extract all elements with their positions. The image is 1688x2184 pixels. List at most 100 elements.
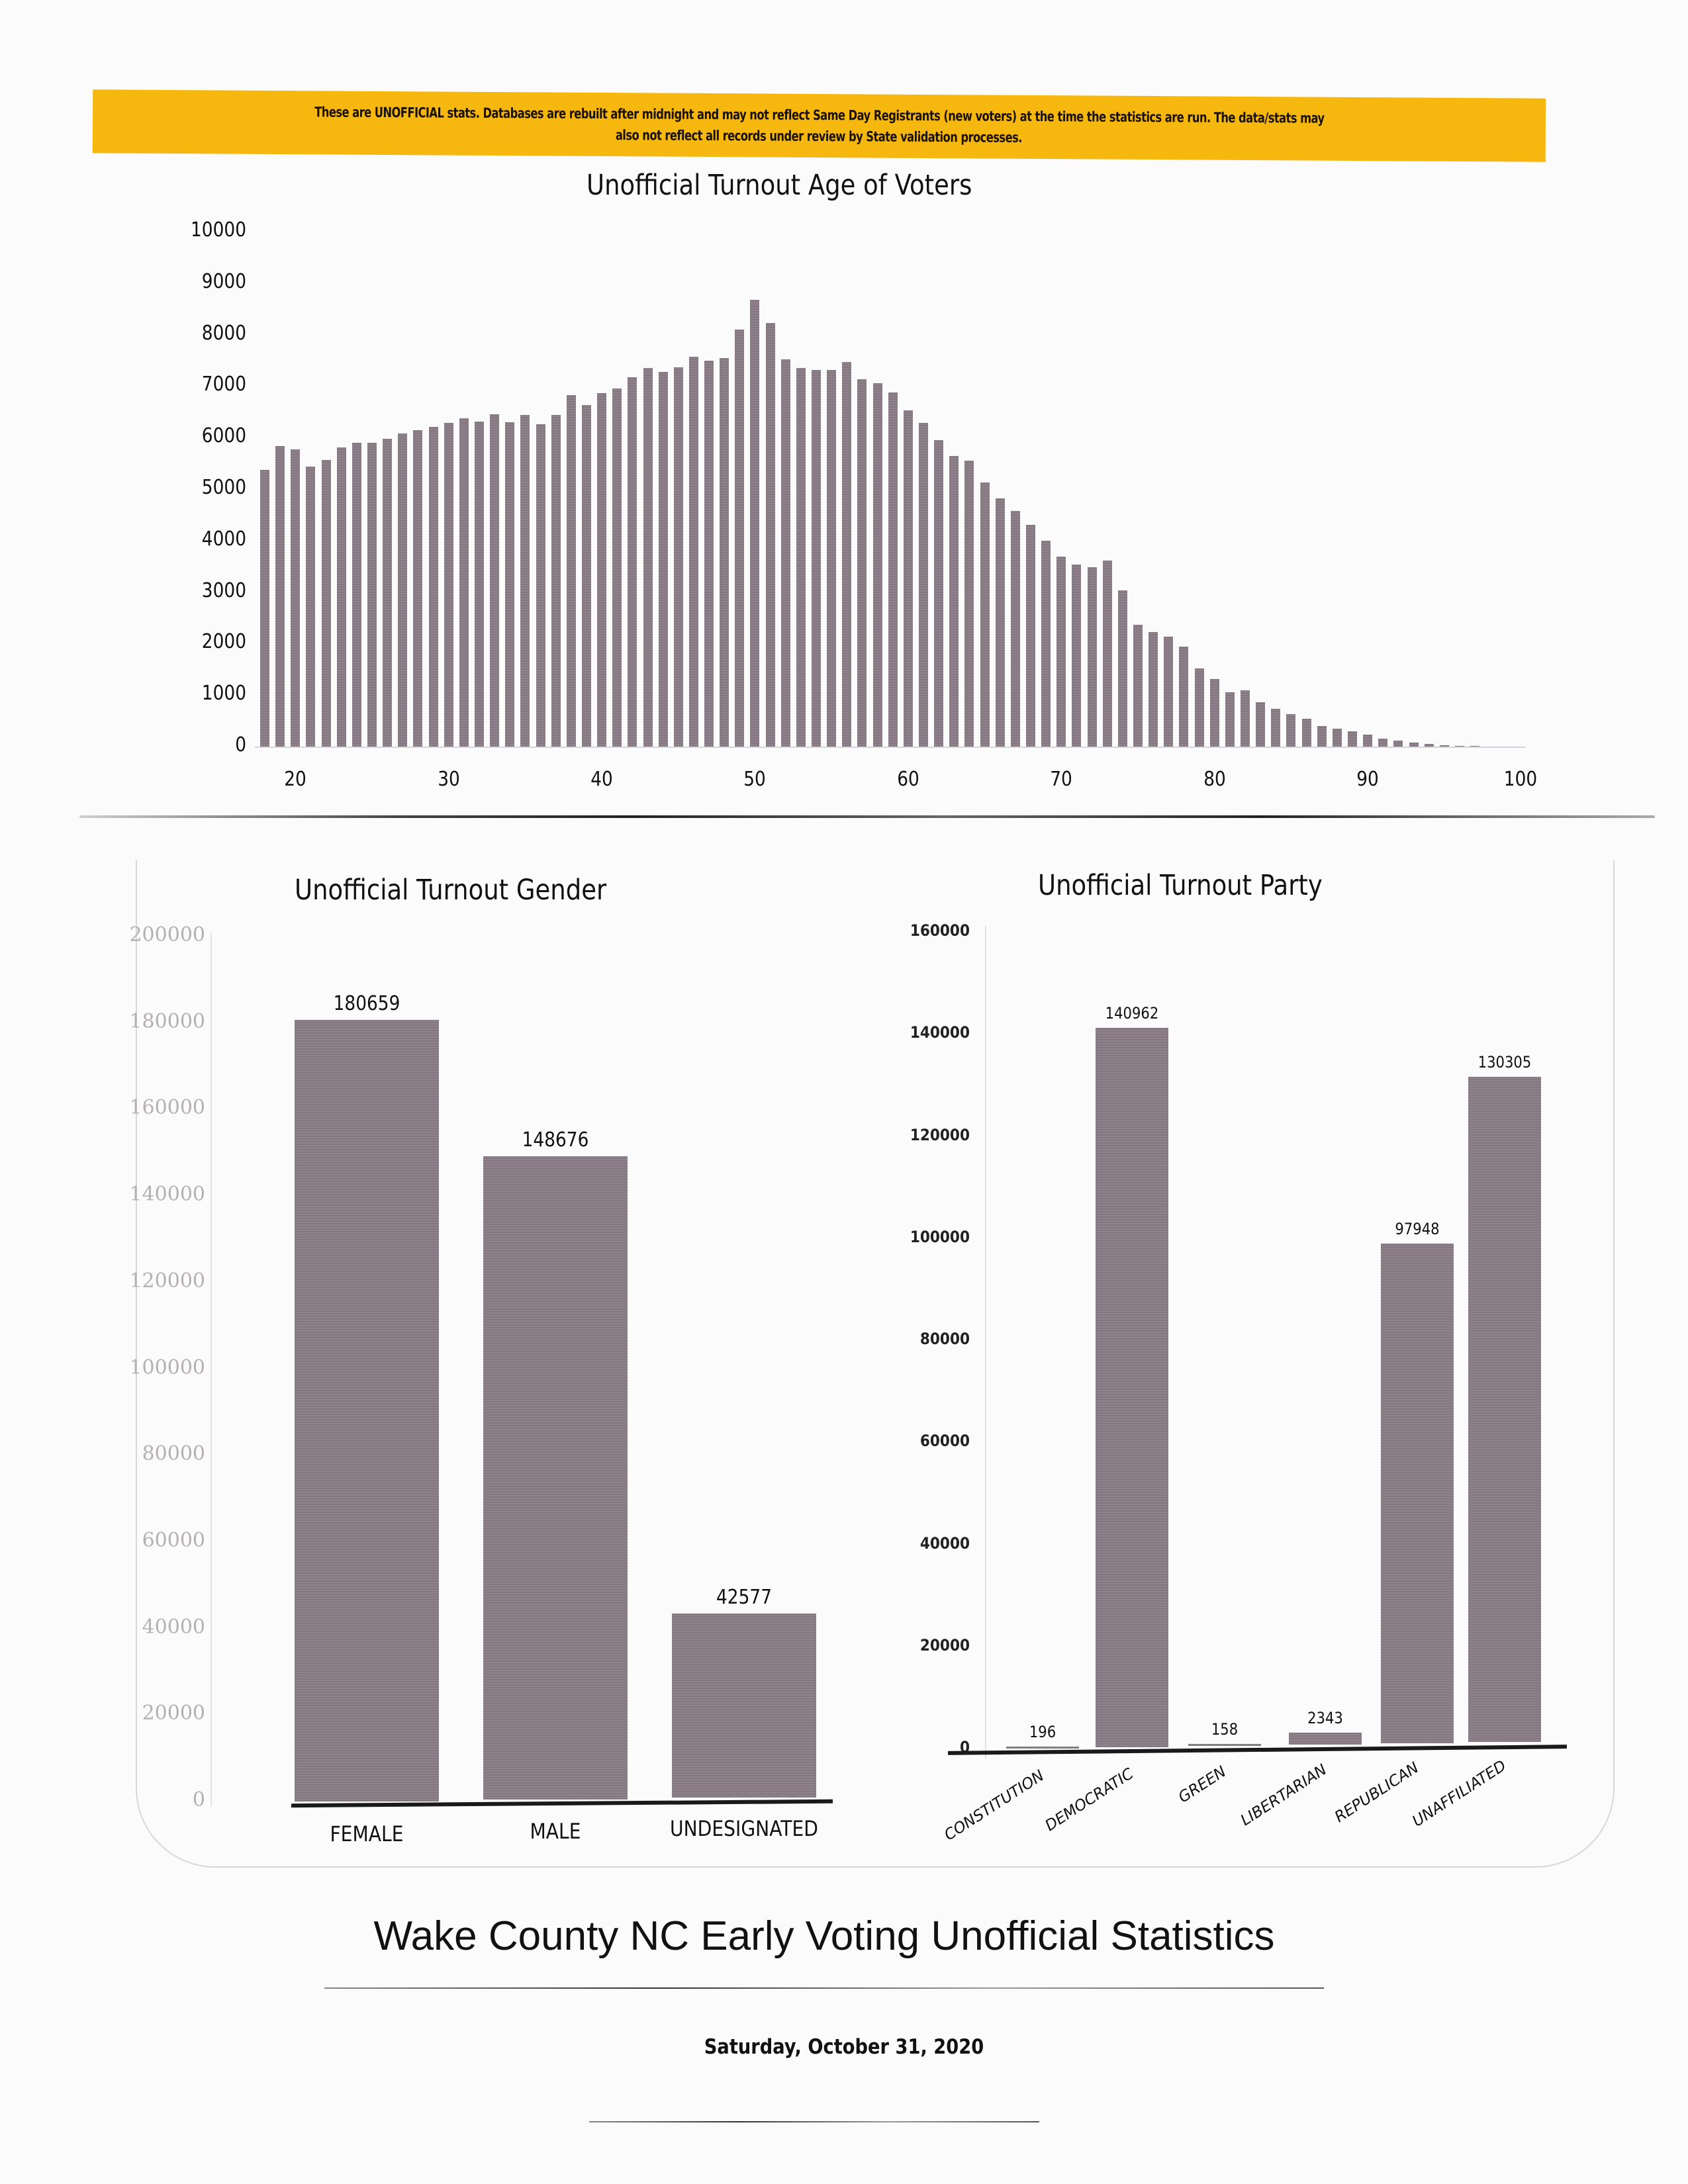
party-bar-value: 97948 — [1395, 1219, 1440, 1238]
age-bar — [888, 392, 898, 747]
gender-y-tick: 40000 — [142, 1615, 205, 1639]
age-x-tick: 50 — [743, 768, 767, 791]
age-x-tick: 90 — [1356, 768, 1379, 791]
age-bar — [1378, 739, 1388, 747]
age-bar — [919, 423, 929, 747]
age-bar — [765, 322, 775, 747]
party-chart-title: Unofficial Turnout Party — [1038, 869, 1323, 902]
party-bar-value: 2343 — [1307, 1708, 1343, 1727]
age-bar — [444, 422, 453, 747]
party-y-tick: 80000 — [919, 1330, 970, 1348]
gender-category-label: FEMALE — [330, 1821, 404, 1846]
gender-y-tick: 60000 — [142, 1528, 205, 1552]
age-bar — [1133, 624, 1143, 747]
gender-bar-undesignated — [672, 1613, 816, 1797]
age-bar — [551, 414, 561, 747]
age-bar — [1271, 709, 1281, 747]
age-bar — [321, 459, 331, 747]
age-y-tick: 5000 — [201, 476, 246, 499]
age-y-tick: 10000 — [191, 218, 246, 242]
age-bar — [964, 460, 974, 747]
age-bar — [1286, 714, 1296, 747]
gender-bar-female — [295, 1020, 439, 1801]
title-underline — [324, 1987, 1324, 1989]
age-bar — [291, 449, 301, 747]
age-bar — [1225, 692, 1235, 747]
age-bar — [505, 422, 515, 747]
age-y-tick: 8000 — [201, 321, 246, 345]
party-bar-democratic — [1096, 1027, 1168, 1747]
age-bar — [673, 367, 683, 747]
age-bar — [474, 422, 484, 747]
age-bar — [1194, 668, 1204, 747]
age-bar — [490, 414, 500, 747]
age-bar — [1149, 631, 1158, 747]
age-bar — [827, 370, 837, 747]
age-bar — [735, 329, 745, 747]
age-bar — [413, 430, 423, 747]
age-x-tick: 60 — [897, 768, 919, 791]
party-bar-libertarian — [1289, 1732, 1362, 1745]
party-chart: Unofficial Turnout Party 160000 140000 120… — [910, 869, 1568, 1844]
age-bar — [1454, 745, 1464, 747]
age-bar — [1470, 746, 1480, 747]
age-bar — [1087, 567, 1097, 747]
party-category-label: DEMOCRATIC — [1042, 1765, 1137, 1835]
age-y-tick: 7000 — [201, 373, 246, 396]
age-bar — [352, 442, 361, 747]
age-x-tick: 20 — [284, 768, 307, 791]
gender-bar-value: 180659 — [333, 992, 400, 1016]
age-x-tick: 40 — [590, 768, 613, 791]
age-bar — [628, 377, 637, 747]
age-chart: Unofficial Turnout Age of Voters 10000 90… — [0, 0, 1688, 821]
party-y-tick: 160000 — [910, 921, 970, 940]
age-bar — [536, 424, 545, 747]
party-bar-value: 158 — [1211, 1720, 1239, 1739]
party-bar-republican — [1381, 1243, 1454, 1743]
age-bar — [1179, 646, 1189, 747]
age-bar — [459, 418, 469, 747]
gender-y-tick: 180000 — [129, 1009, 205, 1033]
age-bar — [398, 433, 408, 747]
age-bar — [1072, 564, 1082, 747]
age-x-tick: 30 — [437, 768, 460, 791]
age-bar — [428, 426, 438, 747]
age-bar — [658, 372, 668, 747]
age-bar — [383, 438, 393, 747]
age-bar — [643, 367, 653, 747]
age-bar — [1056, 556, 1066, 747]
gender-y-tick: 100000 — [129, 1355, 205, 1379]
age-bar — [872, 383, 882, 747]
gender-y-tick: 160000 — [129, 1096, 205, 1120]
party-y-tick: 120000 — [910, 1125, 970, 1144]
party-bar-value: 196 — [1029, 1723, 1056, 1741]
age-bar — [720, 358, 729, 747]
gender-bar-value: 148676 — [522, 1128, 589, 1152]
section-divider — [79, 815, 1655, 818]
age-bar — [1240, 690, 1250, 747]
age-bar — [780, 359, 790, 747]
party-y-axis-line — [985, 925, 986, 1759]
party-category-label: REPUBLICAN — [1331, 1759, 1423, 1827]
age-bar — [1026, 525, 1035, 747]
age-bar — [1010, 511, 1020, 747]
date-underline — [589, 2121, 1039, 2122]
age-y-tick: 0 — [235, 733, 246, 756]
age-x-tick: 100 — [1504, 768, 1538, 791]
age-bar — [812, 369, 821, 747]
age-bar — [1102, 560, 1112, 747]
gender-y-tick: 200000 — [129, 923, 205, 946]
age-bar — [566, 394, 576, 747]
party-y-tick: 140000 — [910, 1023, 970, 1042]
gender-bar-value: 42577 — [716, 1585, 772, 1609]
age-bar — [688, 357, 698, 747]
age-bar — [995, 498, 1005, 747]
age-y-tick: 3000 — [201, 578, 246, 602]
charts-card-edge — [136, 860, 1615, 1868]
age-y-tick: 9000 — [201, 269, 246, 293]
age-bar — [1256, 702, 1266, 747]
age-bar — [1117, 590, 1127, 747]
age-x-tick: 80 — [1203, 768, 1226, 791]
gender-category-label: UNDESIGNATED — [670, 1816, 818, 1841]
age-bar — [857, 379, 867, 747]
